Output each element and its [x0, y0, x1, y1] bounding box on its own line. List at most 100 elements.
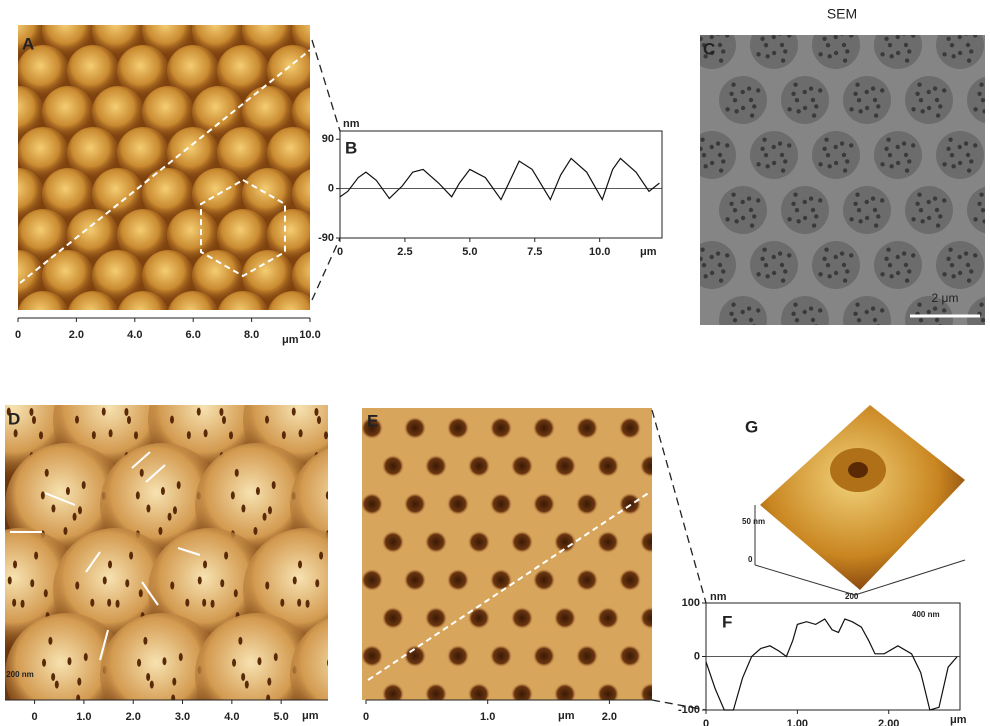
- pore: [747, 306, 751, 310]
- pore: [969, 49, 973, 53]
- pore: [827, 274, 831, 278]
- pore: [845, 159, 849, 163]
- cell: [719, 186, 767, 234]
- pore: [958, 35, 962, 39]
- pore: [896, 255, 900, 259]
- pit: [127, 416, 131, 424]
- pore: [787, 327, 791, 331]
- pore: [803, 216, 807, 220]
- pore: [973, 107, 977, 111]
- pit: [185, 599, 189, 607]
- spot: [382, 455, 404, 477]
- pore: [702, 263, 706, 267]
- pore: [911, 327, 915, 331]
- spot: [597, 683, 619, 705]
- pit: [326, 491, 330, 499]
- spot: [404, 417, 426, 439]
- pit: [173, 506, 177, 514]
- pit: [343, 708, 347, 716]
- bump: [317, 291, 369, 343]
- pit: [266, 694, 270, 702]
- pore: [907, 269, 911, 273]
- pore: [958, 161, 962, 165]
- afm-image-d: [0, 358, 414, 726]
- spot: [361, 493, 383, 515]
- pore: [888, 263, 892, 267]
- pore: [791, 312, 795, 316]
- pore: [950, 153, 954, 157]
- pore: [865, 326, 869, 330]
- panel-label: E: [367, 411, 378, 430]
- pore: [703, 274, 707, 278]
- pore: [865, 200, 869, 204]
- pit: [168, 513, 172, 521]
- pore: [902, 251, 906, 255]
- pore: [880, 162, 884, 166]
- pit: [265, 582, 269, 590]
- pore: [809, 86, 813, 90]
- pore: [886, 27, 890, 31]
- cell: [874, 131, 922, 179]
- pore: [793, 192, 797, 196]
- cell: [905, 76, 953, 124]
- pit: [256, 487, 260, 495]
- pore: [749, 98, 753, 102]
- pit: [265, 416, 269, 424]
- spot: [533, 493, 555, 515]
- pore: [946, 37, 950, 41]
- pore: [756, 308, 760, 312]
- x-tick-label: 2.0: [69, 329, 84, 341]
- pit: [274, 653, 278, 661]
- pit: [267, 678, 271, 686]
- pit: [179, 653, 183, 661]
- spot: [619, 645, 641, 667]
- pore: [871, 306, 875, 310]
- spot: [533, 569, 555, 591]
- pore: [818, 308, 822, 312]
- pit: [73, 513, 77, 521]
- pore: [907, 159, 911, 163]
- cell: [781, 76, 829, 124]
- pore: [734, 219, 738, 223]
- pit: [84, 653, 88, 661]
- pore: [880, 88, 884, 92]
- pit: [248, 708, 252, 716]
- pore: [710, 271, 714, 275]
- y-unit: nm: [710, 591, 727, 603]
- pit: [63, 527, 67, 535]
- pore: [966, 43, 970, 47]
- pit: [330, 469, 334, 477]
- pore: [979, 192, 983, 196]
- spot: [576, 493, 598, 515]
- pore: [973, 253, 977, 257]
- spot: [490, 493, 512, 515]
- pore: [694, 272, 698, 276]
- pore: [948, 137, 952, 141]
- pit: [12, 599, 16, 607]
- pore: [780, 153, 784, 157]
- x-tick-label: 6.0: [186, 329, 201, 341]
- pore: [811, 98, 815, 102]
- pore: [842, 153, 846, 157]
- pit: [8, 576, 12, 584]
- pore: [858, 109, 862, 113]
- pore: [911, 253, 915, 257]
- spot: [490, 645, 512, 667]
- pit: [14, 429, 18, 437]
- pore: [787, 253, 791, 257]
- pore: [725, 33, 729, 37]
- y-tick-label: 0: [328, 183, 334, 195]
- cell: [719, 296, 767, 344]
- pore: [791, 92, 795, 96]
- pore: [826, 153, 830, 157]
- spot: [382, 607, 404, 629]
- pore: [920, 219, 924, 223]
- pit: [124, 408, 128, 416]
- pit: [229, 431, 233, 439]
- x-tick-label: 10.0: [589, 246, 610, 258]
- pore: [896, 161, 900, 165]
- pore: [935, 208, 939, 212]
- pore: [904, 263, 908, 267]
- pit: [45, 469, 49, 477]
- pore: [733, 208, 737, 212]
